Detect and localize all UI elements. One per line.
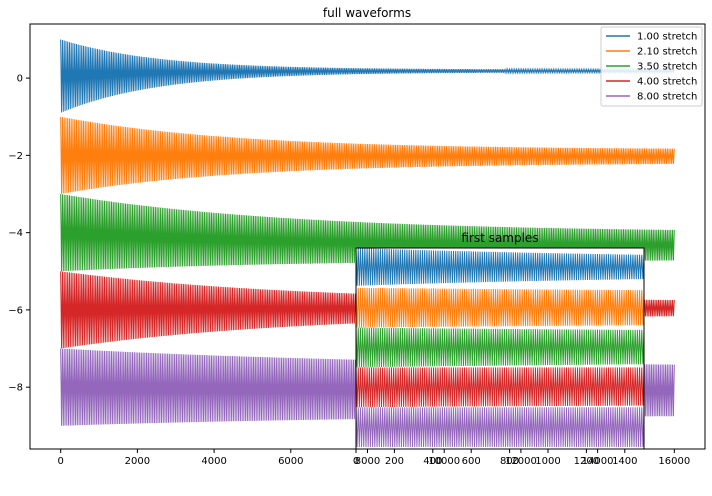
legend-label-2-10-stretch: 2.10 stretch (637, 47, 697, 58)
main-y-ticks: 0 −2 −4 −6 −8 (8, 74, 30, 394)
inset-series-group (355, 247, 645, 448)
inset-x-tick-label: 1400 (612, 456, 637, 467)
main-axes: full waveforms 0 2000 4000 6000 8000 10000 120… (8, 6, 706, 467)
main-x-tick-label: 16000 (658, 456, 690, 467)
legend-label-3-50-stretch: 3.50 stretch (637, 62, 697, 73)
main-x-ticks: 0 2000 4000 6000 8000 10000 12000 14000 16000 (57, 449, 690, 467)
inset-x-ticks: 0 200 400 600 800 1000 1200 1400 (353, 449, 638, 467)
inset-x-tick-label: 600 (462, 456, 481, 467)
main-chart-title: full waveforms (323, 6, 411, 20)
legend-items: 1.00 stretch 2.10 stretch 3.50 stretch 4.00… (606, 32, 697, 103)
main-y-tick-label: 0 (17, 74, 23, 85)
main-y-tick-label: −2 (8, 151, 23, 162)
inset-series-line-8-00-stretch (355, 407, 645, 448)
main-series-line-1-00-stretch (60, 39, 675, 113)
main-x-tick-label: 10000 (428, 456, 460, 467)
inset-x-tick-label: 0 (353, 456, 359, 467)
legend: 1.00 stretch 2.10 stretch 3.50 stretch 4.00… (600, 26, 703, 107)
main-x-tick-label: 14000 (582, 456, 614, 467)
main-series-line-2-10-stretch (60, 116, 675, 194)
main-y-tick-label: −8 (8, 383, 23, 394)
legend-label-1-00-stretch: 1.00 stretch (637, 32, 697, 43)
inset-x-tick-label: 800 (500, 456, 519, 467)
main-y-tick-label: −6 (8, 305, 23, 316)
inset-series-line-2-10-stretch (355, 287, 645, 328)
legend-label-8-00-stretch: 8.00 stretch (637, 92, 697, 103)
inset-x-tick-label: 1000 (535, 456, 560, 467)
inset-series-line-3-50-stretch (355, 327, 645, 368)
inset-x-tick-label: 1200 (574, 456, 599, 467)
inset-x-tick-label: 200 (385, 456, 404, 467)
main-x-tick-label: 2000 (125, 456, 150, 467)
inset-axes: first samples 0 200 400 600 800 1000 1200 1400 (353, 231, 645, 467)
main-y-tick-label: −4 (8, 228, 23, 239)
main-x-tick-label: 4000 (201, 456, 226, 467)
inset-chart-title: first samples (461, 231, 538, 245)
inset-axes-frame (355, 247, 645, 450)
legend-label-4-00-stretch: 4.00 stretch (637, 77, 697, 88)
inset-x-tick-label: 400 (423, 456, 442, 467)
legend-box (600, 26, 703, 107)
inset-series-line-1-00-stretch (355, 247, 645, 286)
main-x-tick-label: 8000 (355, 456, 380, 467)
inset-series-line-4-00-stretch (355, 367, 645, 408)
main-x-tick-label: 6000 (278, 456, 303, 467)
main-x-tick-label: 0 (57, 456, 63, 467)
main-x-tick-label: 12000 (505, 456, 537, 467)
